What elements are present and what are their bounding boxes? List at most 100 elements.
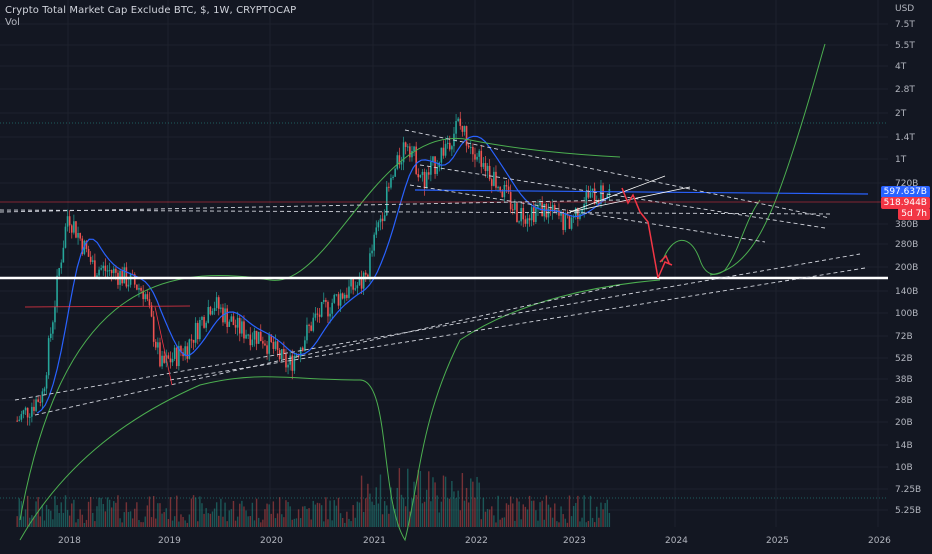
candle-body (482, 163, 485, 167)
volume-bar (287, 501, 289, 527)
volume-bar (98, 497, 100, 527)
candle-body (35, 399, 37, 411)
volume-bar (535, 510, 537, 527)
volume-bar (438, 512, 440, 527)
candle-body (31, 406, 33, 417)
volume-bar (537, 520, 539, 527)
volume-bar (341, 517, 344, 527)
volume-bar (430, 501, 432, 527)
candle-body (245, 334, 247, 339)
candle-body (444, 143, 447, 156)
candle-body (585, 191, 588, 205)
volume-bar (507, 504, 510, 527)
volume-bar (396, 487, 398, 527)
volume-bar (304, 506, 306, 527)
volume-bar (260, 522, 262, 527)
candle-body (451, 146, 453, 150)
y-tick-label: 1.4T (895, 133, 915, 143)
volume-bar (127, 511, 130, 527)
candle-body (325, 299, 327, 302)
x-tick-label: 2023 (563, 536, 586, 546)
candle-body (484, 163, 487, 172)
candle-body (560, 212, 562, 216)
volume-bar (602, 509, 604, 527)
candle-body (102, 265, 105, 269)
volume-bar (192, 495, 195, 527)
projected-path-green (661, 199, 761, 275)
candle-body (316, 313, 319, 315)
candle-body (427, 172, 430, 175)
volume-bar (125, 502, 128, 527)
volume-bar (129, 511, 132, 527)
volume-bar (543, 519, 545, 527)
candle-body (33, 406, 35, 411)
volume-bar (558, 522, 560, 527)
candle-body (535, 208, 537, 222)
candle-body (568, 215, 571, 229)
y-tick-label: 1T (895, 155, 907, 165)
volume-bar (96, 506, 98, 527)
level-price-tag: 518.944B (880, 197, 930, 209)
trend-line (419, 164, 826, 229)
projection-bounce-red (657, 261, 673, 279)
volume-bar (77, 518, 79, 527)
candle-body (20, 414, 23, 420)
volume-bar (182, 516, 184, 527)
candle-body (377, 222, 380, 228)
volume-bar (71, 503, 73, 527)
candle-body (539, 201, 541, 206)
candle-body (207, 307, 210, 323)
volume-bar (222, 516, 224, 527)
volume-bar (499, 519, 501, 527)
candle-body (291, 355, 294, 371)
volume-indicator-label[interactable]: Vol (5, 17, 20, 28)
volume-bar (407, 468, 409, 527)
candle-body (22, 410, 25, 415)
volume-bar (159, 503, 161, 527)
volume-bar (68, 515, 71, 527)
candle-body (301, 347, 304, 351)
volume-bar (362, 511, 365, 527)
volume-bar (161, 513, 163, 527)
trend-line (0, 199, 621, 213)
volume-bar (373, 505, 375, 527)
candle-body (62, 247, 65, 263)
volume-bar (45, 504, 48, 527)
volume-bar (16, 516, 18, 527)
y-tick-label: 5.25B (895, 506, 921, 516)
volume-bar (297, 509, 300, 527)
candle-body (587, 191, 590, 198)
volume-bar (415, 495, 417, 527)
candle-body (310, 325, 312, 331)
candle-body (480, 150, 483, 167)
candle-body (236, 317, 239, 328)
volume-bar (587, 520, 590, 527)
volume-bar (140, 522, 142, 527)
volume-bar (572, 506, 575, 527)
candle-body (56, 275, 58, 307)
volume-bar (539, 502, 541, 527)
candle-body (409, 146, 411, 158)
candle-body (106, 270, 109, 272)
candle-body (339, 293, 342, 306)
candle-body (343, 294, 346, 299)
candle-body (461, 125, 464, 132)
candle-body (350, 278, 352, 287)
candle-body (108, 270, 111, 272)
candle-body (201, 316, 203, 321)
candle-body (26, 407, 29, 418)
volume-bar (350, 521, 352, 527)
trend-line (169, 267, 866, 381)
candle-body (209, 307, 212, 315)
candle-body (383, 215, 386, 222)
volume-bar (291, 519, 293, 527)
y-tick-label: 5.5T (895, 41, 915, 51)
volume-bar (230, 509, 233, 527)
candle-body (98, 269, 100, 276)
volume-bar (541, 500, 543, 527)
candle-body (467, 145, 470, 148)
volume-bar (197, 521, 199, 527)
candle-body (199, 320, 201, 340)
